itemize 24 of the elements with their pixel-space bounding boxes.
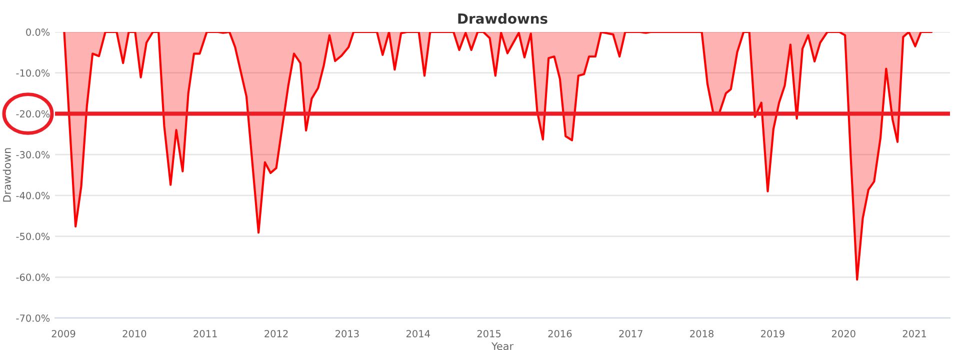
x-tick-label: 2015: [477, 330, 501, 338]
x-tick-label: 2020: [832, 330, 856, 338]
y-tick-label: 0.0%: [26, 28, 50, 36]
x-tick-label: 2009: [52, 330, 76, 338]
x-tick-label: 2011: [194, 330, 217, 338]
x-tick-label: 2019: [761, 330, 784, 338]
y-tick-label: -60.0%: [16, 274, 50, 281]
y-tick-label: -10.0%: [16, 69, 50, 77]
y-tick-label: -70.0%: [16, 314, 50, 322]
y-axis-title: Drawdown: [2, 148, 11, 202]
x-tick-label: 2014: [406, 330, 430, 338]
x-axis-title: Year: [491, 342, 514, 350]
y-tick-label: -20.0%: [16, 110, 50, 118]
x-tick-label: 2021: [902, 330, 926, 338]
x-tick-label: 2018: [690, 330, 714, 338]
x-tick-label: 2012: [264, 330, 288, 338]
x-tick-label: 2010: [122, 330, 146, 338]
y-tick-label: -50.0%: [16, 232, 50, 240]
x-tick-label: 2013: [336, 330, 359, 338]
y-tick-label: -30.0%: [16, 151, 50, 158]
x-tick-label: 2017: [619, 330, 642, 338]
x-tick-label: 2016: [548, 330, 572, 338]
y-tick-label: -40.0%: [16, 192, 50, 200]
chart-title: Drawdowns: [458, 13, 548, 24]
